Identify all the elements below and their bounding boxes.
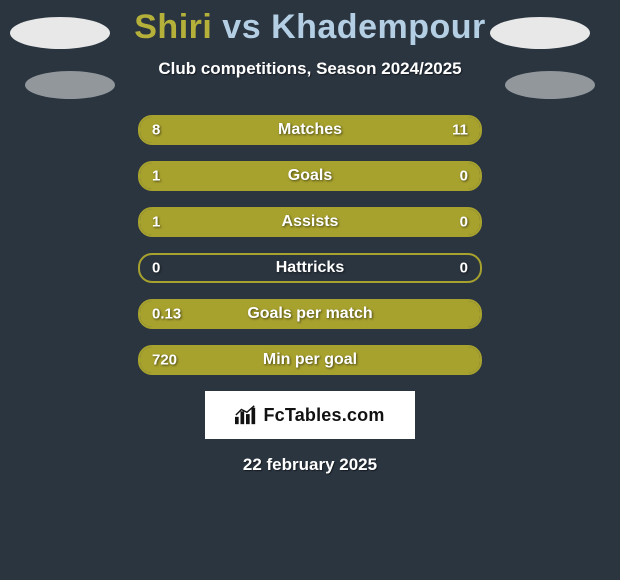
title-vs: vs [222,8,261,46]
stat-bar-left [140,163,402,189]
title-player2: Khadempour [271,8,486,46]
brand-text: FcTables.com [263,405,384,426]
bar-chart-icon [235,405,257,425]
stat-bar-right [276,117,480,143]
stat-label: Hattricks [140,259,480,277]
stat-value-left: 0 [152,260,160,277]
stat-bar-right [402,209,480,235]
player1-avatar [10,17,110,49]
stat-row: Matches811 [138,115,482,145]
brand-badge: FcTables.com [205,391,415,439]
comparison-content: Matches811 Goals10 Assists10 Hattricks0 0 Goa… [0,115,620,475]
stat-row: Goals10 [138,161,482,191]
stat-row: Hattricks0 0 [138,253,482,283]
stat-bar-right [402,163,480,189]
player1-avatar-shadow [25,71,115,99]
player2-avatar [490,17,590,49]
date-text: 22 february 2025 [0,455,620,475]
stat-bars: Matches811 Goals10 Assists10 Hattricks0 0 Goa… [138,115,482,375]
player2-avatar-shadow [505,71,595,99]
stat-row: Min per goal720 [138,345,482,375]
stat-row: Assists10 [138,207,482,237]
stat-row: Goals per match0.13 [138,299,482,329]
stat-value-right: 0 [460,260,468,277]
stat-bar-left [140,117,276,143]
stat-bar-left [140,209,402,235]
stat-bar-left [140,347,480,373]
title-player1: Shiri [134,8,212,46]
stat-bar-left [140,301,480,327]
